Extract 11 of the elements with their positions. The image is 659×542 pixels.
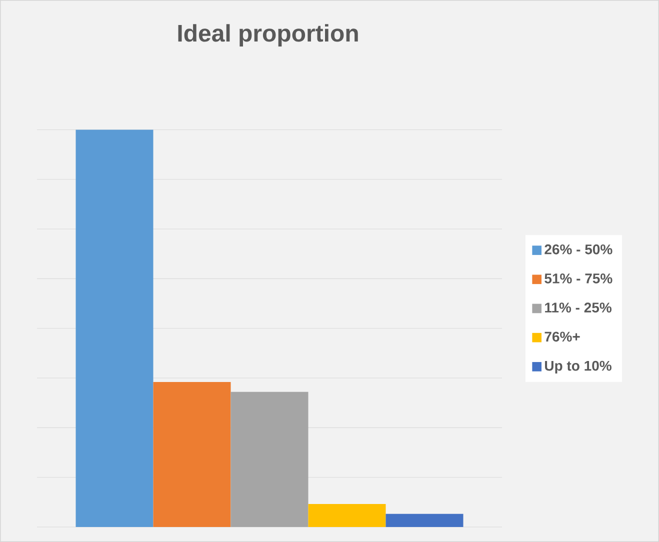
bar: [153, 382, 231, 527]
legend-label: 51% - 75%: [544, 274, 612, 284]
bar: [230, 392, 308, 527]
chart-title: Ideal proportion: [178, 24, 358, 47]
bar: [76, 130, 154, 527]
legend-label: 11% - 25%: [545, 302, 612, 313]
legend-label: 26% - 50%: [544, 244, 612, 254]
bar: [386, 514, 464, 527]
legend-label: Up to 10%: [545, 360, 612, 374]
bar: [308, 504, 386, 527]
legend-label: 76%+: [544, 332, 580, 342]
